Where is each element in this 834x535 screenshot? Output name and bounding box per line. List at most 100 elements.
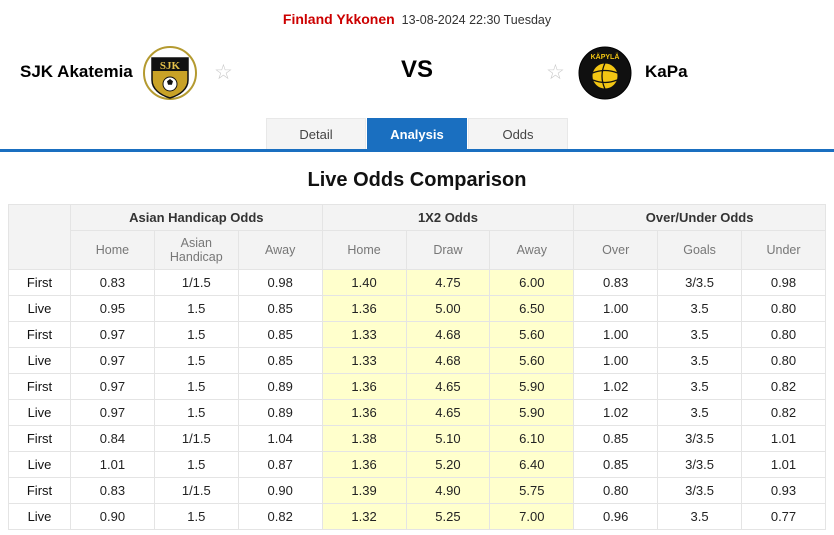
odds-cell: 3.5 [657, 321, 742, 348]
odds-cell: 0.93 [741, 477, 826, 504]
league-name[interactable]: Finland Ykkonen [282, 11, 395, 27]
tab-analysis[interactable]: Analysis [367, 118, 467, 149]
col-ah-home: Home [70, 230, 155, 270]
odds-cell: 1.01 [741, 425, 826, 452]
odds-cell: 0.85 [573, 425, 659, 452]
col-1x2-home: Home [321, 230, 407, 270]
odds-cell: 0.85 [237, 321, 323, 348]
odds-cell: 0.95 [70, 295, 155, 322]
odds-cell: 0.90 [237, 477, 323, 504]
table-row: Live 0.90 1.5 0.82 1.32 5.25 7.00 0.96 3.5 0.77 [8, 503, 826, 530]
match-header: SJK Akatemia SJK ☆ VS ☆ KÄPYLÄ KaPa [0, 34, 834, 110]
svg-text:KÄPYLÄ: KÄPYLÄ [591, 53, 620, 61]
odds-cell: 1.00 [573, 321, 659, 348]
home-team-logo-icon: SJK [143, 46, 197, 100]
odds-cell: 1.00 [573, 347, 659, 374]
odds-cell: 1.40 [321, 269, 407, 296]
odds-cell: 3/3.5 [657, 477, 742, 504]
odds-cell: 0.80 [573, 477, 659, 504]
odds-cell: 1/1.5 [153, 425, 239, 452]
odds-cell: 6.40 [489, 451, 575, 478]
odds-cell: 4.68 [405, 347, 491, 374]
row-type-label: First [8, 373, 71, 400]
odds-cell: 0.82 [741, 399, 826, 426]
table-row: Live 0.95 1.5 0.85 1.36 5.00 6.50 1.00 3.5 0.80 [8, 295, 826, 322]
odds-cell: 0.90 [70, 503, 155, 530]
col-1x2-draw: Draw [405, 230, 491, 270]
table-row: Live 1.01 1.5 0.87 1.36 5.20 6.40 0.85 3/3.5 1.01 [8, 451, 826, 478]
odds-cell: 0.83 [70, 477, 155, 504]
vs-label: VS [400, 56, 433, 83]
odds-cell: 1.39 [321, 477, 407, 504]
odds-cell: 3.5 [657, 503, 742, 530]
odds-cell: 4.68 [405, 321, 491, 348]
tab-odds[interactable]: Odds [468, 118, 568, 149]
odds-cell: 0.82 [237, 503, 323, 530]
odds-cell: 4.90 [405, 477, 491, 504]
odds-cell: 1/1.5 [153, 477, 239, 504]
odds-cell: 5.00 [405, 295, 491, 322]
odds-cell: 1/1.5 [153, 269, 239, 296]
odds-cell: 5.75 [489, 477, 575, 504]
odds-cell: 0.87 [237, 451, 323, 478]
odds-cell: 0.97 [70, 373, 155, 400]
column-header-row: Home Asian Handicap Away Home Draw Away … [9, 230, 826, 270]
odds-cell: 3/3.5 [657, 425, 742, 452]
odds-cell: 0.85 [573, 451, 659, 478]
odds-cell: 4.75 [405, 269, 491, 296]
odds-cell: 6.50 [489, 295, 575, 322]
odds-cell: 0.77 [741, 503, 826, 530]
svg-text:SJK: SJK [160, 60, 181, 72]
odds-cell: 6.00 [489, 269, 575, 296]
group-1x2: 1X2 Odds [321, 204, 575, 231]
col-ou-under: Under [741, 230, 826, 270]
odds-cell: 0.89 [237, 399, 323, 426]
table-row: First 0.83 1/1.5 0.98 1.40 4.75 6.00 0.83 3/3.5 0… [8, 269, 826, 296]
odds-cell: 5.10 [405, 425, 491, 452]
row-type-label: First [8, 477, 71, 504]
favorite-star-home-icon[interactable]: ☆ [214, 61, 233, 84]
odds-cell: 0.82 [741, 373, 826, 400]
odds-cell: 5.90 [489, 373, 575, 400]
odds-cell: 0.83 [573, 269, 659, 296]
odds-cell: 1.00 [573, 295, 659, 322]
odds-cell: 1.5 [153, 503, 239, 530]
odds-cell: 5.90 [489, 399, 575, 426]
away-team-name[interactable]: KaPa [645, 62, 688, 81]
odds-cell: 0.80 [741, 295, 826, 322]
odds-cell: 0.89 [237, 373, 323, 400]
favorite-star-away-icon[interactable]: ☆ [546, 61, 565, 84]
odds-cell: 1.38 [321, 425, 407, 452]
row-type-label: Live [8, 347, 71, 374]
odds-cell: 1.01 [741, 451, 826, 478]
odds-cell: 1.36 [321, 399, 407, 426]
odds-cell: 1.04 [237, 425, 323, 452]
odds-cell: 4.65 [405, 373, 491, 400]
col-1x2-away: Away [489, 230, 575, 270]
table-row: First 0.97 1.5 0.85 1.33 4.68 5.60 1.00 3.5 0.80 [8, 321, 826, 348]
row-type-label: Live [8, 295, 71, 322]
odds-cell: 1.5 [153, 373, 239, 400]
odds-cell: 0.83 [70, 269, 155, 296]
odds-cell: 0.97 [70, 399, 155, 426]
empty-corner-cell [8, 204, 71, 270]
odds-cell: 1.36 [321, 373, 407, 400]
odds-cell: 0.80 [741, 347, 826, 374]
odds-cell: 0.97 [70, 321, 155, 348]
row-type-label: First [8, 269, 71, 296]
group-over-under: Over/Under Odds [573, 204, 826, 231]
row-type-label: First [8, 425, 71, 452]
odds-cell: 3.5 [657, 347, 742, 374]
tab-detail[interactable]: Detail [266, 118, 366, 149]
row-type-label: Live [8, 451, 71, 478]
home-team-name[interactable]: SJK Akatemia [20, 62, 133, 81]
odds-cell: 1.5 [153, 295, 239, 322]
odds-cell: 5.60 [489, 347, 575, 374]
odds-table-body: First 0.83 1/1.5 0.98 1.40 4.75 6.00 0.83 3/3.5 0… [8, 269, 826, 530]
odds-cell: 0.98 [741, 269, 826, 296]
odds-cell: 0.85 [237, 347, 323, 374]
odds-cell: 1.01 [70, 451, 155, 478]
row-type-label: First [8, 321, 71, 348]
live-odds-table: Asian Handicap Odds 1X2 Odds Over/Under … [8, 204, 826, 530]
odds-cell: 3/3.5 [657, 269, 742, 296]
